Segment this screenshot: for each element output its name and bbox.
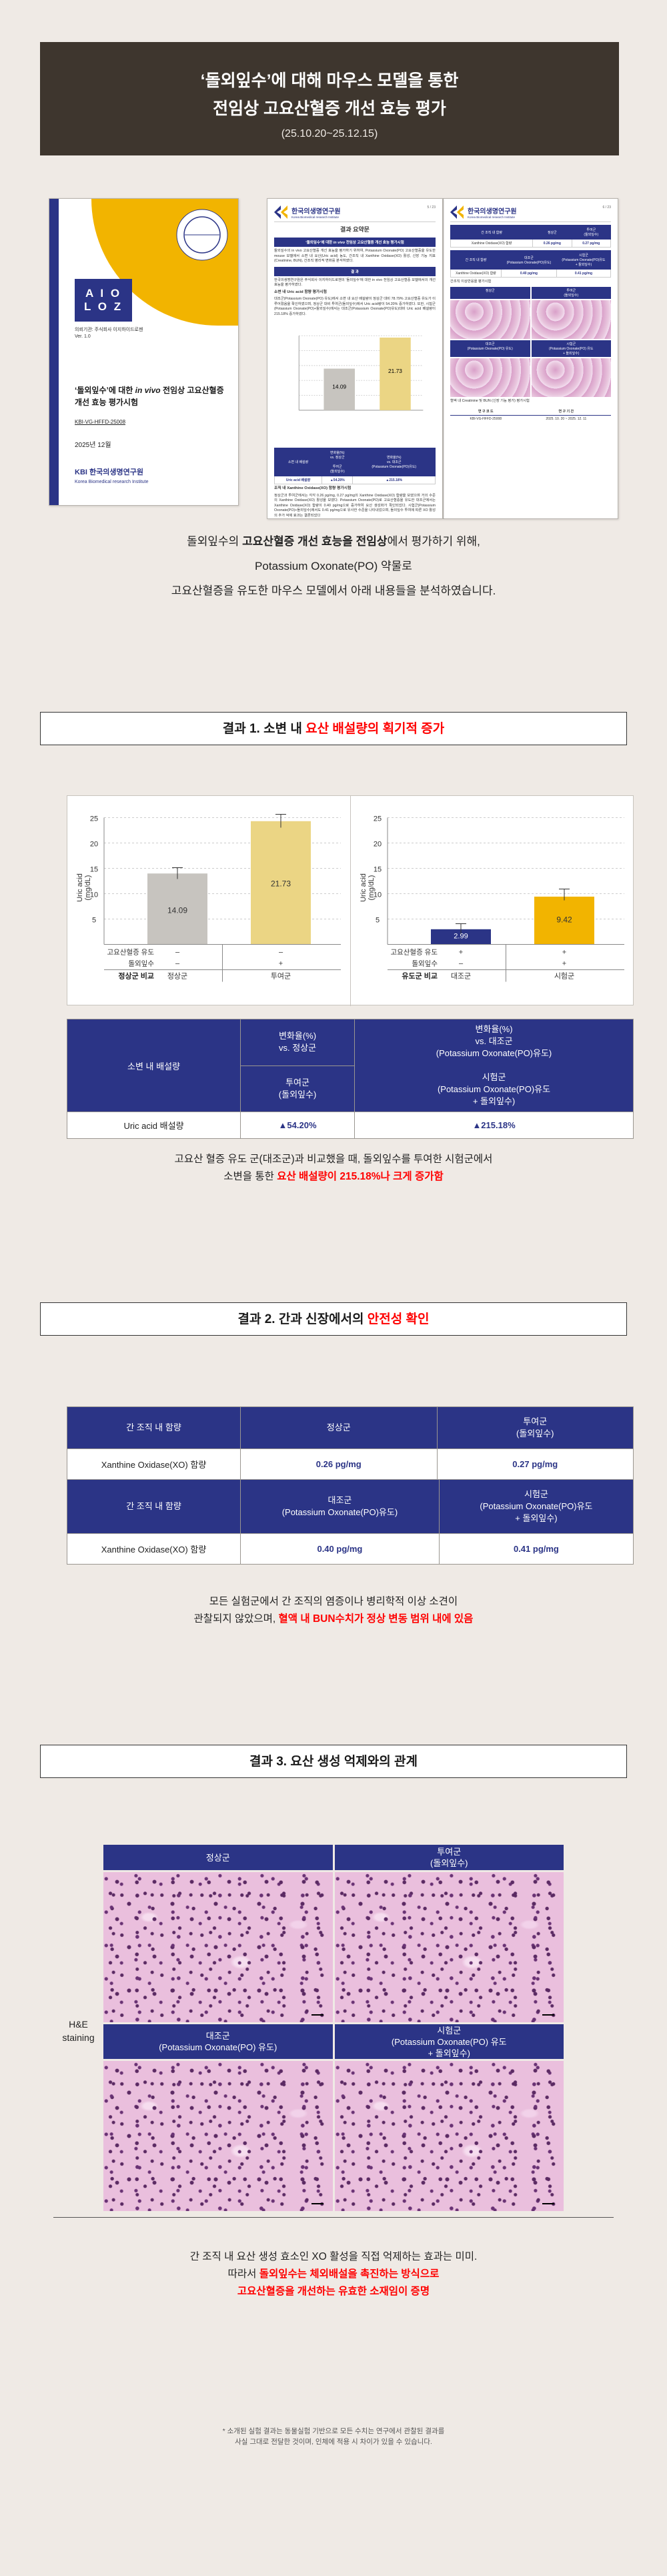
svg-text:2.99: 2.99 (454, 933, 468, 941)
svg-text:돌외잎수: 돌외잎수 (412, 960, 438, 968)
svg-text:5: 5 (376, 917, 380, 925)
svg-text:–: – (175, 960, 180, 968)
svg-text:(mg/dL): (mg/dL) (368, 875, 376, 901)
svg-text:5: 5 (92, 917, 96, 925)
svg-text:–: – (279, 949, 283, 957)
svg-text:고요산혈증 유도: 고요산혈증 유도 (107, 948, 154, 957)
svg-text:+: + (459, 949, 463, 957)
svg-text:25: 25 (90, 815, 98, 823)
svg-text:20: 20 (90, 841, 98, 849)
svg-text:–: – (175, 949, 180, 957)
svg-text:21.73: 21.73 (271, 879, 291, 889)
svg-text:시험군: 시험군 (554, 972, 574, 981)
svg-text:15: 15 (90, 866, 98, 874)
svg-text:고요산혈증 유도: 고요산혈증 유도 (390, 948, 438, 957)
svg-text:–: – (459, 960, 464, 968)
svg-text:14.09: 14.09 (167, 906, 187, 915)
svg-text:돌외잎수: 돌외잎수 (128, 960, 154, 968)
svg-text:+: + (562, 960, 566, 968)
svg-text:Uric acid: Uric acid (76, 873, 84, 902)
svg-text:25: 25 (374, 815, 382, 823)
svg-text:유도군 비교: 유도군 비교 (402, 971, 438, 981)
svg-text:정상군 비교: 정상군 비교 (118, 971, 154, 981)
svg-text:(mg/dL): (mg/dL) (84, 875, 92, 901)
svg-text:20: 20 (374, 841, 382, 849)
svg-text:14.09: 14.09 (332, 383, 346, 390)
svg-text:대조군: 대조군 (451, 972, 471, 981)
svg-text:+: + (279, 960, 283, 968)
svg-text:15: 15 (374, 866, 382, 874)
svg-text:+: + (562, 949, 566, 957)
svg-text:투여군: 투여군 (271, 972, 291, 981)
svg-text:9.42: 9.42 (556, 915, 572, 925)
svg-text:정상군: 정상군 (167, 972, 187, 981)
svg-text:Uric acid: Uric acid (360, 873, 368, 902)
svg-text:21.73: 21.73 (388, 368, 402, 374)
